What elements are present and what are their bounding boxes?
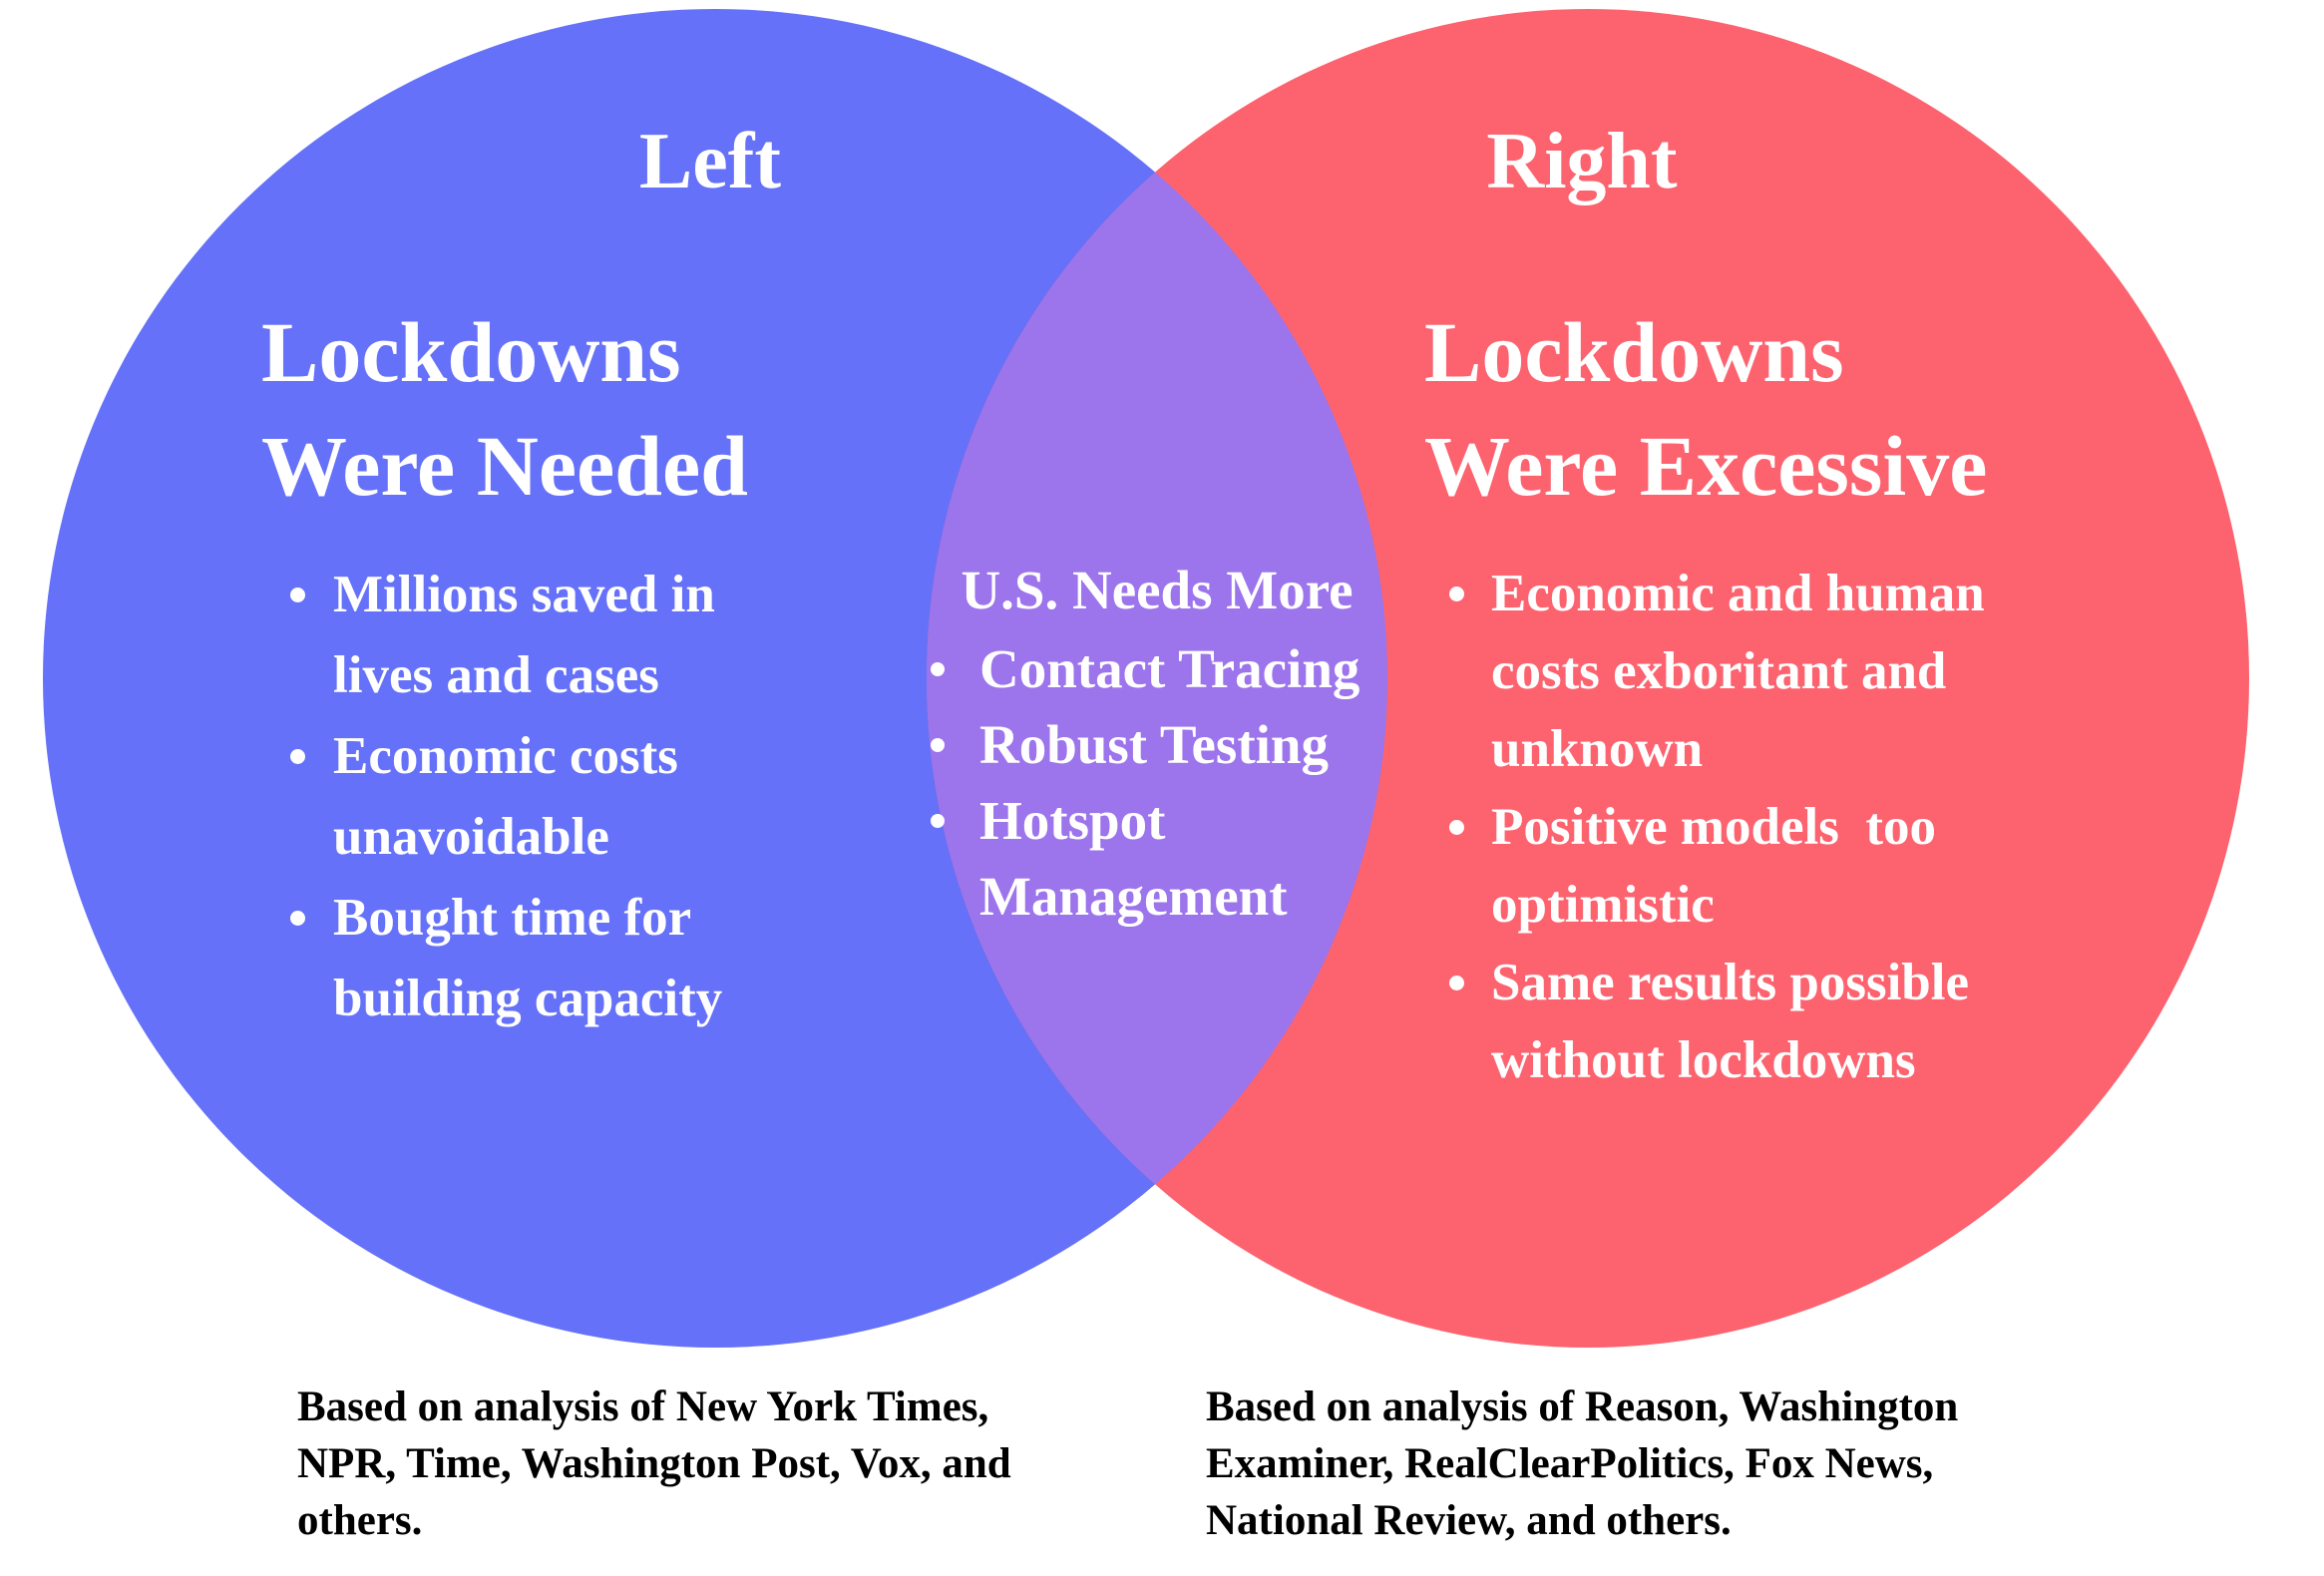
bullet-text: Hotspot Management <box>979 790 1288 927</box>
list-item: Same results possible without lockdowns <box>1449 944 1985 1099</box>
bullet-text: Economic and human costs exboritant and … <box>1491 565 1985 778</box>
bullet-text: Positive models too optimistic <box>1491 798 1937 934</box>
left-circle-title: Lockdowns Were Needed <box>261 304 748 514</box>
overlap-region <box>927 9 1387 1348</box>
bullet-dot <box>1449 976 1464 990</box>
bullet-dot <box>290 911 305 926</box>
list-item: Economic costs unavoidable <box>290 716 722 878</box>
left-footnote: Based on analysis of New York Times, NPR… <box>297 1383 1011 1544</box>
bullet-dot <box>931 662 945 676</box>
list-item: Contact Tracing <box>931 631 1359 707</box>
bullet-dot <box>290 588 305 602</box>
bullet-text: Millions saved in lives and cases <box>333 566 715 704</box>
bullet-dot <box>1449 820 1464 835</box>
bullet-text: Contact Tracing <box>979 638 1360 699</box>
right-bullet-list: Economic and human costs exboritant and … <box>1449 555 1985 1099</box>
bullet-text: Same results possible without lockdowns <box>1491 954 1970 1089</box>
overlap-bullet-list: Contact Tracing Robust Testing Hotspot M… <box>931 631 1359 935</box>
bullet-dot <box>931 814 945 828</box>
bullet-text: Robust Testing <box>979 714 1330 775</box>
list-item: Robust Testing <box>931 707 1359 783</box>
overlap-title: U.S. Needs More <box>961 560 1354 620</box>
list-item: Economic and human costs exboritant and … <box>1449 555 1985 788</box>
list-item: Bought time for building capacity <box>290 878 722 1039</box>
left-bullet-list: Millions saved in lives and cases Econom… <box>290 555 722 1039</box>
bullet-text: Economic costs unavoidable <box>333 727 678 866</box>
bullet-dot <box>1449 587 1464 601</box>
right-footnote: Based on analysis of Reason, Washington … <box>1206 1383 1959 1544</box>
right-circle-header: Right <box>1486 118 1678 205</box>
list-item: Millions saved in lives and cases <box>290 555 722 716</box>
list-item: Positive models too optimistic <box>1449 788 1985 944</box>
list-item: Hotspot Management <box>931 783 1359 935</box>
right-circle-title: Lockdowns Were Excessive <box>1424 304 1988 514</box>
bullet-dot <box>290 749 305 764</box>
bullet-dot <box>931 738 945 752</box>
left-circle-header: Left <box>638 118 782 205</box>
bullet-text: Bought time for building capacity <box>333 889 723 1027</box>
